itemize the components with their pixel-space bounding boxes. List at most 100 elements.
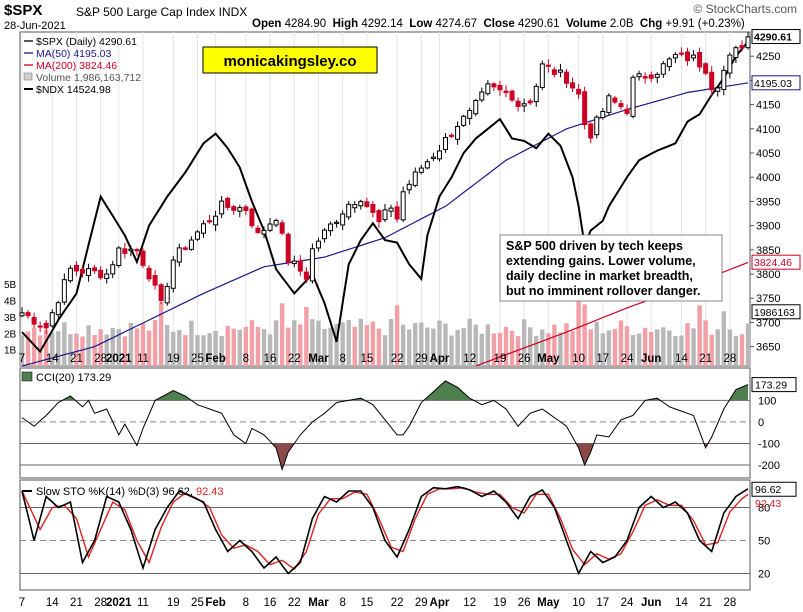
x-axis-label-top: 25 xyxy=(191,353,204,365)
price-panel-frame xyxy=(19,31,751,367)
cci-legend: CCI(20) 173.29 xyxy=(36,372,111,384)
high-value: 4292.14 xyxy=(361,18,403,30)
volume-bar xyxy=(292,320,297,366)
x-axis-label-top: 17 xyxy=(596,353,609,365)
candle-down xyxy=(497,84,503,91)
candle-down xyxy=(140,250,146,266)
candle-up xyxy=(636,73,642,78)
volume-bar xyxy=(576,298,581,366)
candle-up xyxy=(328,223,334,232)
volume-bar xyxy=(273,320,279,366)
candle-down xyxy=(624,108,630,114)
x-axis-label-top: 8 xyxy=(339,353,345,365)
candle-up xyxy=(55,302,61,316)
annotation-box xyxy=(499,234,723,302)
volume-bar xyxy=(600,333,605,366)
candle-up xyxy=(691,54,697,59)
candle-up xyxy=(660,63,666,75)
candle-down xyxy=(678,52,684,55)
candle-down xyxy=(158,284,164,301)
volume-bar xyxy=(479,333,484,366)
price-tag-box xyxy=(751,29,801,45)
x-axis-label-top: 11 xyxy=(137,353,149,365)
volume-value: 2.0B xyxy=(609,18,634,30)
candle-down xyxy=(582,91,588,126)
candle-up xyxy=(219,200,225,215)
candle-up xyxy=(521,103,527,107)
volume-bar xyxy=(594,321,599,366)
x-axis-label-bottom: 26 xyxy=(518,597,531,609)
volume-axis-label: 2B xyxy=(4,329,17,340)
volume-bar xyxy=(570,331,575,366)
candle-up xyxy=(170,259,176,289)
volume-bar xyxy=(419,322,424,366)
candle-down xyxy=(25,312,31,317)
volume-bar xyxy=(612,329,618,366)
candle-down xyxy=(515,100,521,107)
candle-down xyxy=(231,206,237,211)
x-axis-label-bottom: 28 xyxy=(94,597,107,609)
volume-axis-label: 4B xyxy=(4,297,17,308)
x-axis-label-bottom: 12 xyxy=(463,597,476,609)
volume-bar xyxy=(286,327,291,366)
volume-bar xyxy=(122,336,128,366)
x-axis-label-top: 2021 xyxy=(106,353,132,365)
volume-label: Volume xyxy=(565,18,607,30)
cci-axis-label: -100 xyxy=(758,438,780,450)
volume-bar xyxy=(225,325,230,366)
volume-bar xyxy=(334,323,339,366)
candle-down xyxy=(255,227,261,233)
annotation-line: S&P 500 driven by tech keeps xyxy=(506,239,683,253)
volume-bar xyxy=(255,327,261,366)
volume-bar xyxy=(382,335,388,366)
volume-bar xyxy=(697,305,702,366)
annotation-line: daily decline in market breadth, xyxy=(506,269,693,283)
candle-up xyxy=(358,200,364,207)
annotation-line: but no imminent rollover danger. xyxy=(506,284,700,298)
legend-ndx: $NDX 14524.98 xyxy=(36,84,111,96)
stockcharts-brand[interactable]: © StockCharts.com xyxy=(693,2,797,16)
volume-bar xyxy=(340,322,345,366)
volume-bar xyxy=(44,330,49,366)
price-axis-label: 3800 xyxy=(756,269,780,281)
x-axis-label-top: 28 xyxy=(94,353,107,365)
x-axis-label-top: 28 xyxy=(723,353,736,365)
volume-bar xyxy=(177,330,182,366)
index-full-name: S&P 500 Large Cap Index xyxy=(76,5,216,19)
candle-up xyxy=(201,223,206,234)
candle-down xyxy=(279,222,285,234)
x-axis-label-bottom: 21 xyxy=(70,597,83,609)
candle-down xyxy=(576,88,582,95)
x-axis-label-bottom: 19 xyxy=(494,597,507,609)
candle-up xyxy=(455,125,461,140)
candle-down xyxy=(394,206,400,220)
candle-down xyxy=(243,206,249,211)
candle-up xyxy=(654,73,660,78)
candle-up xyxy=(715,87,721,92)
candle-up xyxy=(436,150,442,160)
candle-up xyxy=(600,111,606,119)
volume-bar xyxy=(213,331,218,366)
chart-date: 28-Jun-2021 xyxy=(4,20,66,32)
cci-legend-swatch xyxy=(21,371,33,382)
volume-bar xyxy=(104,334,109,366)
candle-up xyxy=(721,69,727,90)
x-axis-label-top: Jun xyxy=(641,353,661,365)
candle-down xyxy=(503,90,509,94)
volume-bar xyxy=(116,329,121,366)
volume-bar xyxy=(715,329,720,366)
price-tag-vol: 1986163 xyxy=(754,307,795,319)
candle-down xyxy=(152,275,158,286)
candle-up xyxy=(110,264,116,275)
sto-d-line xyxy=(21,486,749,571)
volume-bar xyxy=(86,325,91,366)
volume-bar xyxy=(370,321,376,366)
sto-k-tag-box xyxy=(751,481,797,497)
candle-up xyxy=(461,115,467,126)
candle-down xyxy=(564,71,569,84)
volume-bar xyxy=(709,334,714,366)
candle-up xyxy=(273,219,279,226)
low-value: 4274.67 xyxy=(435,18,478,30)
x-axis-label-bottom: 17 xyxy=(596,597,609,609)
price-tag-box xyxy=(751,304,801,320)
